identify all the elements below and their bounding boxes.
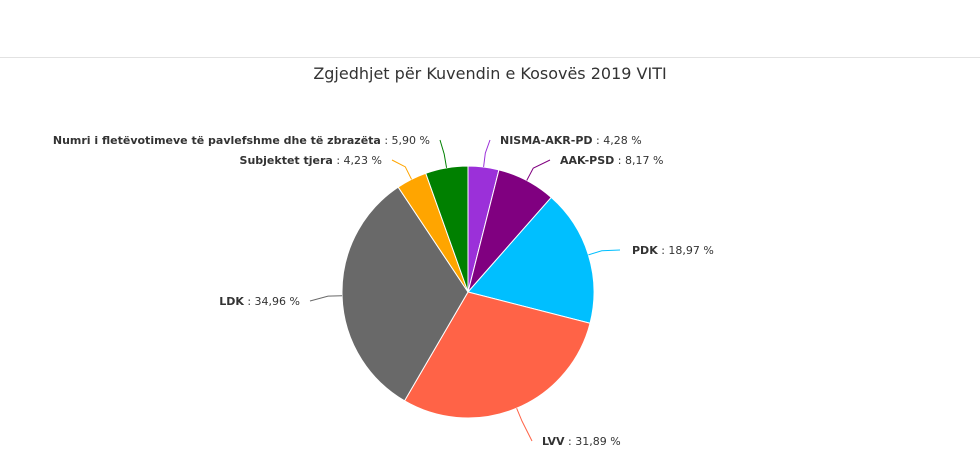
data-label: Subjektet tjera : 4,23 % [240,154,382,167]
connector-line [588,249,621,256]
data-label: AAK-PSD : 8,17 % [560,154,663,167]
pie-slice-pdk[interactable] [467,196,595,324]
pie-slice-lvv[interactable] [403,291,591,419]
pie-slice-numri-i-flet-votimeve-t-pavlefshme-dhe-t-zbraz-ta[interactable] [425,165,469,293]
pie-slice-ldk[interactable] [341,186,469,402]
data-label: NISMA-AKR-PD : 4,28 % [500,134,642,147]
connector-line [483,139,491,168]
data-label-name: AAK-PSD [560,154,614,167]
data-label-value: : 34,96 % [244,295,300,308]
data-label-name: LDK [219,295,244,308]
data-label-value: : 18,97 % [658,244,714,257]
data-label-name: NISMA-AKR-PD [500,134,593,147]
data-label-value: : 4,23 % [333,154,382,167]
data-label-value: : 4,28 % [593,134,642,147]
data-label: Numri i fletëvotimeve të pavlefshme dhe … [53,134,430,147]
data-label-name: PDK [632,244,658,257]
connector-line [516,408,533,442]
data-label-name: LVV [542,435,565,448]
data-label-value: : 5,90 % [381,134,430,147]
connector-line [439,139,448,168]
top-divider [0,57,980,58]
data-label: PDK : 18,97 % [632,244,714,257]
data-label-name: Subjektet tjera [240,154,333,167]
data-label-value: : 31,89 % [565,435,621,448]
data-label-value: : 8,17 % [614,154,663,167]
connector-line [391,159,412,180]
chart-title: Zgjedhjet për Kuvendin e Kosovës 2019 VI… [313,64,667,83]
data-label-name: Numri i fletëvotimeve të pavlefshme dhe … [53,134,381,147]
data-label: LDK : 34,96 % [219,295,300,308]
data-label: LVV : 31,89 % [542,435,621,448]
connector-line [309,295,343,302]
connector-line [526,159,551,181]
